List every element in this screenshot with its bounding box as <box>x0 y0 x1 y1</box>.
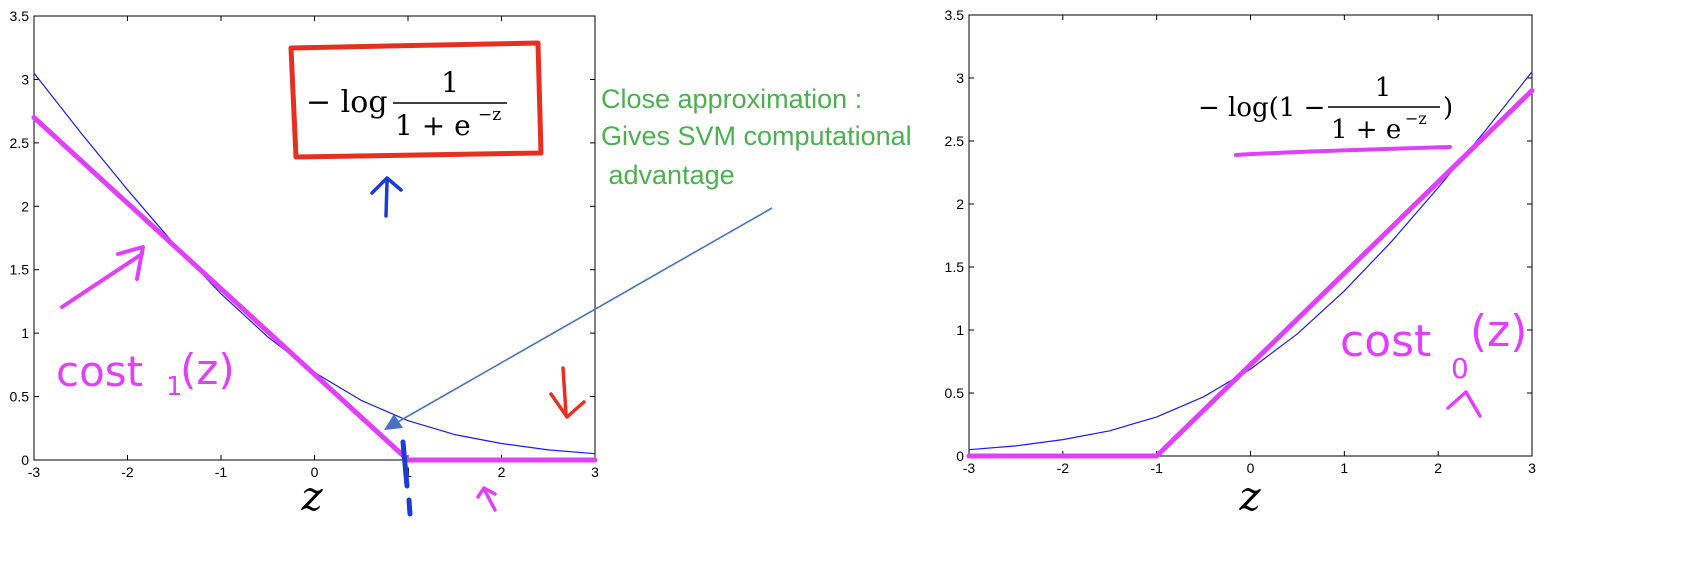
magenta-small-arrow-icon <box>476 486 497 512</box>
left-y-tick-label: 0 <box>21 452 29 468</box>
left-x-tick-label: 3 <box>591 464 599 480</box>
right-y-tick-label: 3 <box>956 70 964 86</box>
annotation-line-2: Gives SVM computational <box>601 121 912 151</box>
right-x-tick-label: -3 <box>963 460 976 476</box>
left-formula-minus-log: − log <box>306 85 388 120</box>
annotation-arrow-line <box>395 207 773 424</box>
left-y-tick-label: 3 <box>21 71 29 87</box>
red-down-arrow-icon <box>549 366 586 419</box>
right-series <box>966 71 1535 459</box>
blue-up-arrow-icon <box>370 176 403 218</box>
right-formula-numerator: 1 <box>1375 73 1392 103</box>
annotation-line-3: advantage <box>601 160 735 190</box>
cost0-label: cost 0 (z) <box>1340 306 1527 385</box>
right-y-tick-label: 3.5 <box>945 7 965 23</box>
annotation-callout: Close approximation : Gives SVM computat… <box>384 84 912 430</box>
left-formula-exponent: −z <box>478 105 501 125</box>
right-formula-prefix: − log(1 − <box>1198 93 1325 123</box>
cost1-main: cost <box>56 347 143 396</box>
right-logistic-cost-line <box>968 71 1533 451</box>
annotation-line-1: Close approximation : <box>601 84 862 114</box>
left-x-tick-label: 0 <box>311 464 319 480</box>
cost0-caret-mark <box>1446 390 1482 418</box>
cost1-argument: (z) <box>180 345 235 394</box>
cost0-subscript: 0 <box>1451 352 1469 385</box>
right-formula-suffix: ) <box>1443 93 1453 123</box>
left-x-tick-label: -3 <box>28 464 41 480</box>
right-x-tick-label: 0 <box>1247 460 1255 476</box>
left-formula-numerator: 1 <box>441 66 459 99</box>
left-series <box>31 72 598 463</box>
right-formula-exponent: −z <box>1405 109 1427 128</box>
right-y-tick-label: 0 <box>956 448 964 464</box>
left-y-tick-label: 1.5 <box>10 262 30 278</box>
cost1-subscript: 1 <box>166 372 183 402</box>
left-formula: − log 1 1 + e −z <box>306 66 507 142</box>
right-y-tick-label: 1 <box>956 322 964 338</box>
right-x-tick-label: 2 <box>1434 460 1442 476</box>
right-y-tick-label: 2.5 <box>945 133 965 149</box>
right-x-tick-label: 1 <box>1340 460 1348 476</box>
right-ticks: -3 -2 -1 0 1 2 3 0 0.5 1 1.5 2 2.5 3 3.5 <box>945 7 1537 476</box>
magenta-pointer-arrow-icon <box>60 245 145 309</box>
left-y-tick-label: 3.5 <box>10 8 30 24</box>
left-x-tick-label: 2 <box>498 464 506 480</box>
left-formula-box <box>288 40 544 160</box>
cost0-argument: (z) <box>1470 306 1527 357</box>
cost1-label: cost 1 (z) <box>56 345 235 402</box>
right-x-tick-label: -1 <box>1150 460 1163 476</box>
right-svm-cost-line <box>966 88 1535 459</box>
blue-z1-marker <box>400 439 413 517</box>
left-chart: -3 -2 -1 0 1 2 3 0 0.5 1 1.5 2 2.5 3 3.5 z − log 1 1 +… <box>10 8 600 520</box>
left-x-tick-label: -1 <box>215 464 228 480</box>
left-y-tick-label: 1 <box>21 325 29 341</box>
left-x-tick-label: -2 <box>121 464 134 480</box>
right-formula-denominator: 1 + e <box>1331 115 1401 145</box>
left-formula-denominator: 1 + e <box>395 109 471 142</box>
cost0-main: cost <box>1340 316 1431 367</box>
right-chart: -3 -2 -1 0 1 2 3 0 0.5 1 1.5 2 2.5 3 3.5 z − log(1 − 1… <box>945 7 1537 520</box>
right-x-axis-label: z <box>1238 474 1261 520</box>
left-svm-cost-line <box>31 115 598 463</box>
right-plot-frame <box>968 14 1533 457</box>
left-x-axis-label: z <box>300 474 323 520</box>
left-y-tick-label: 0.5 <box>10 389 30 405</box>
right-y-tick-label: 0.5 <box>945 385 965 401</box>
left-y-tick-label: 2.5 <box>10 135 30 151</box>
left-logistic-cost-line <box>33 72 596 455</box>
left-y-tick-label: 2 <box>21 198 29 214</box>
left-ticks: -3 -2 -1 0 1 2 3 0 0.5 1 1.5 2 2.5 3 3.5 <box>10 8 600 480</box>
annotation-arrow-head-icon <box>384 414 403 430</box>
right-formula-underline <box>1234 145 1452 157</box>
right-y-tick-label: 2 <box>956 196 964 212</box>
right-x-tick-label: -2 <box>1057 460 1070 476</box>
right-formula: − log(1 − 1 1 + e −z ) <box>1198 73 1453 145</box>
right-x-tick-label: 3 <box>1528 460 1536 476</box>
right-y-tick-label: 1.5 <box>945 259 965 275</box>
